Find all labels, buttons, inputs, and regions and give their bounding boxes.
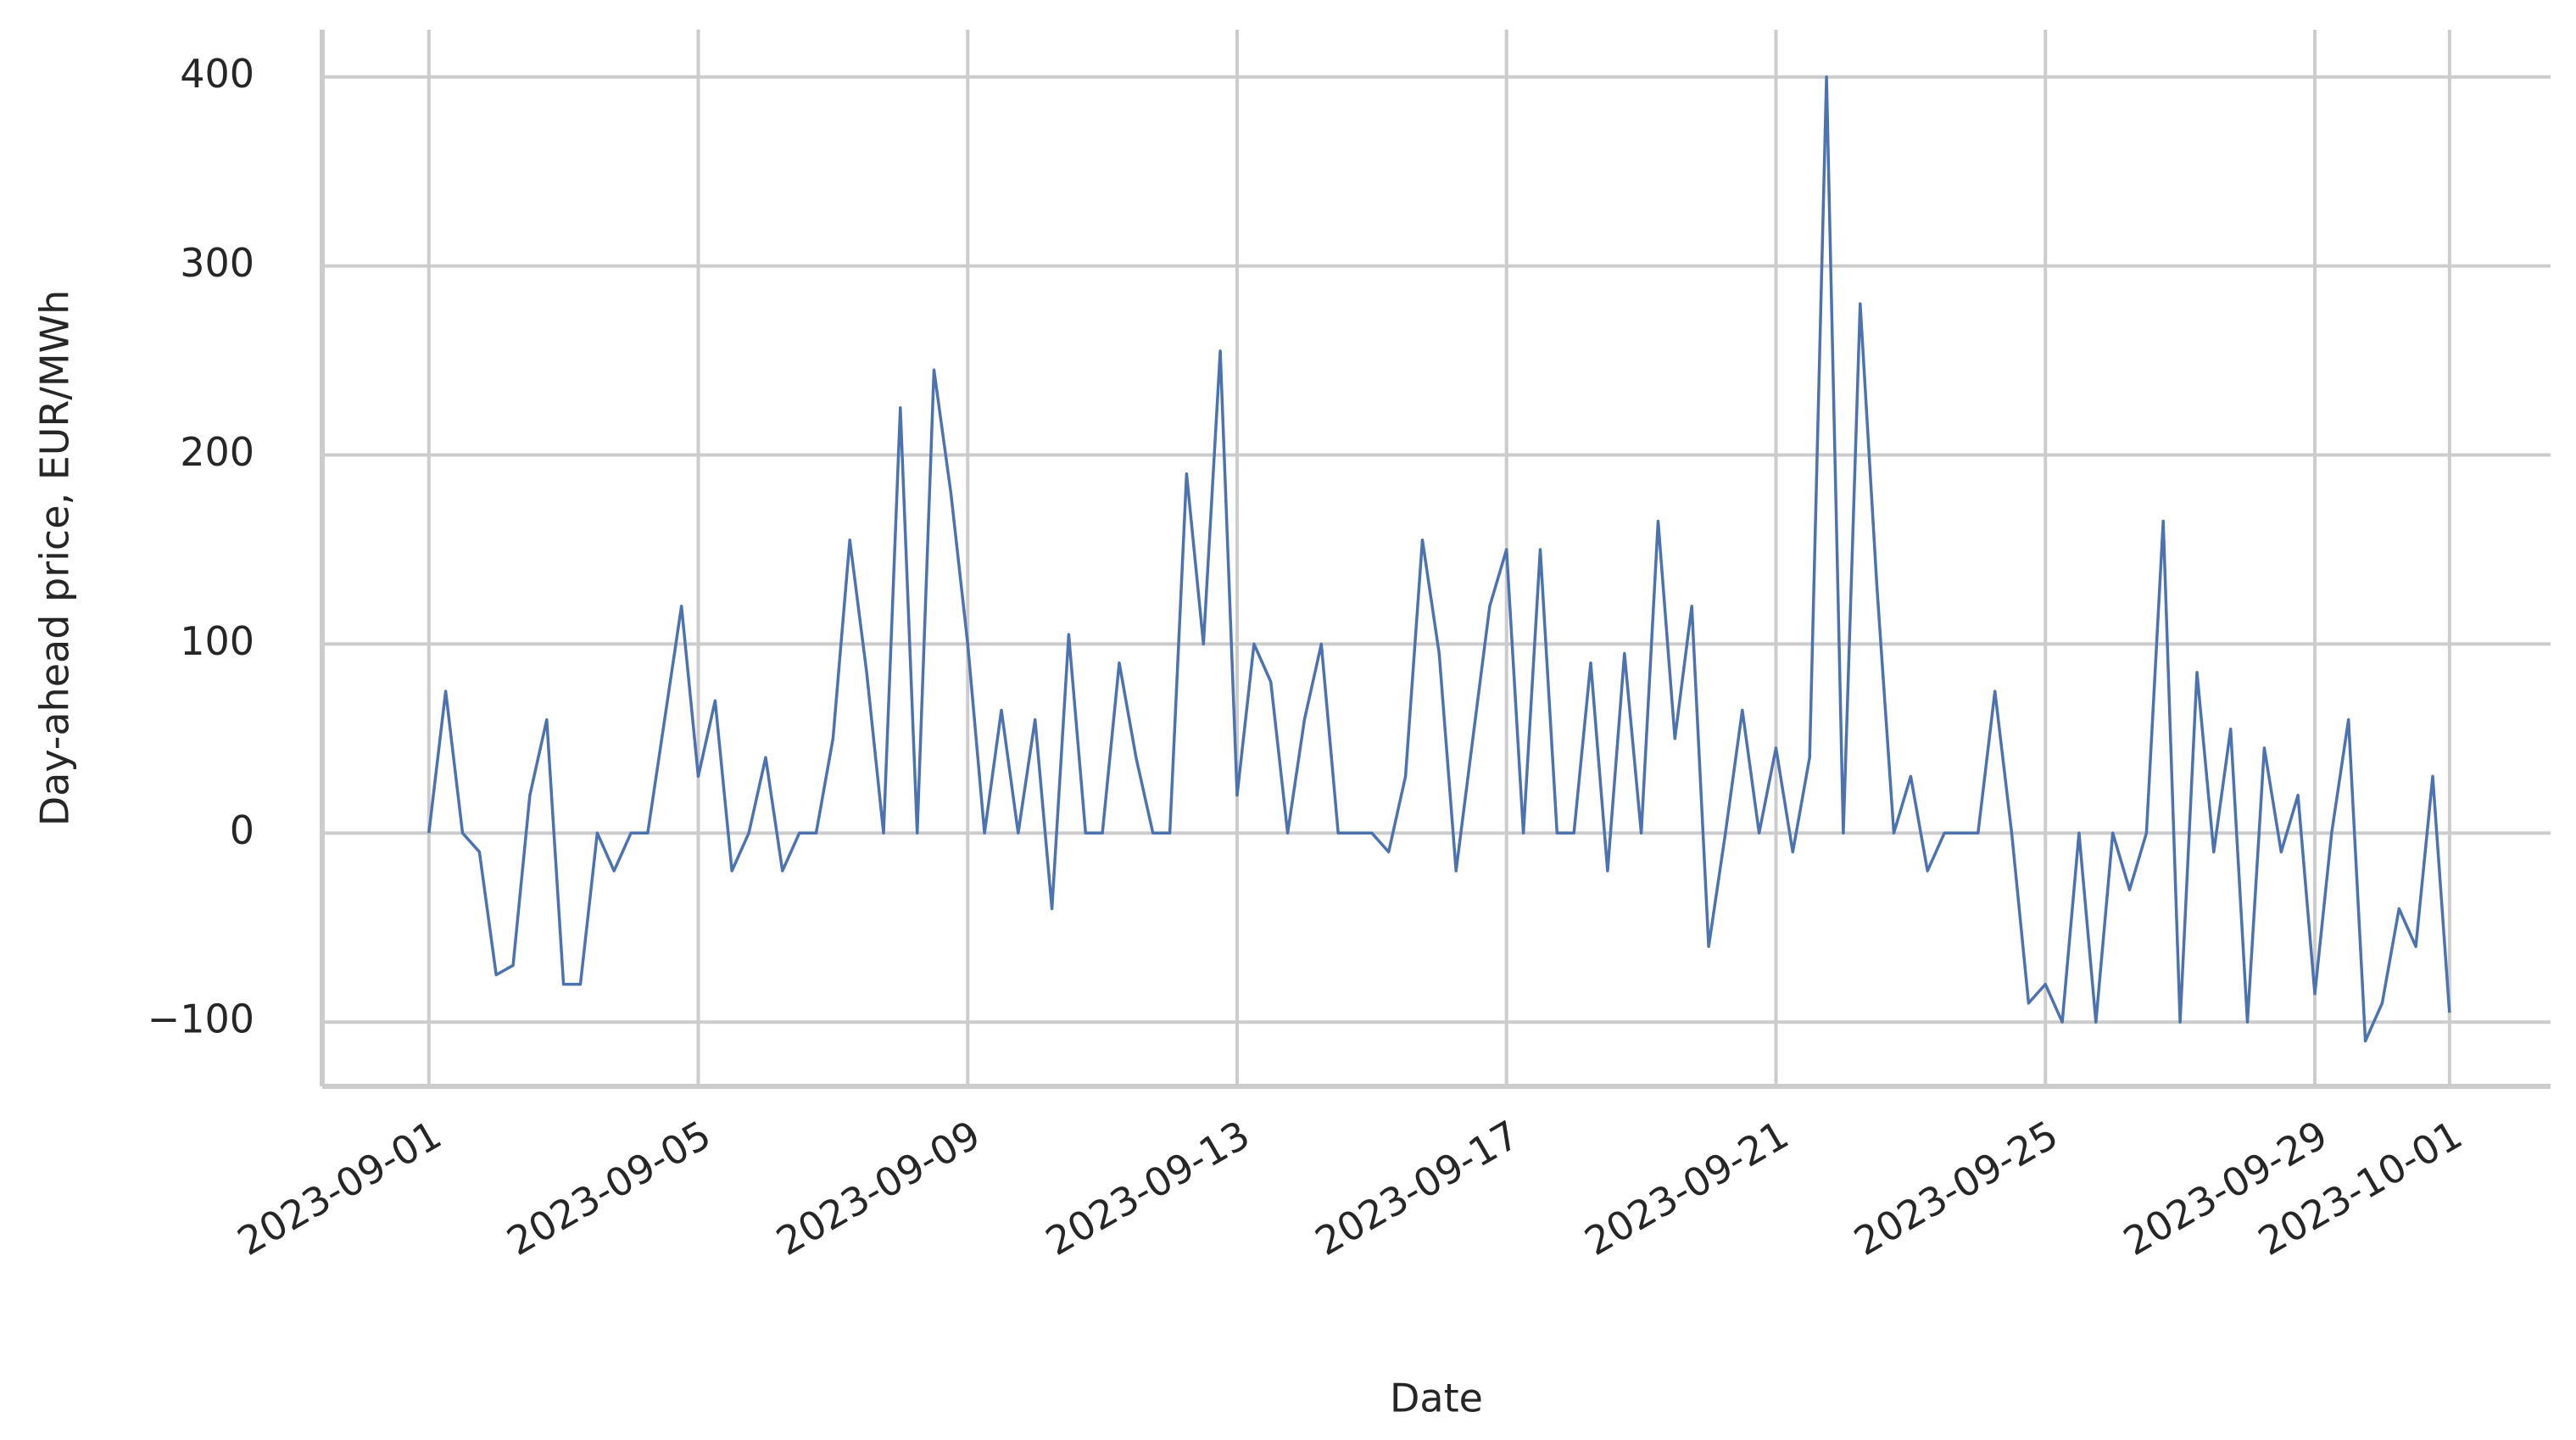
x-tick-label: 2023-09-21 [1577, 1112, 1797, 1264]
x-tick-label: 2023-09-17 [1308, 1112, 1527, 1264]
x-tick-label: 2023-09-25 [1846, 1112, 2066, 1264]
y-tick-label: 0 [230, 807, 254, 853]
y-tick-label: 300 [180, 240, 254, 286]
x-tick-label: 2023-09-05 [499, 1112, 719, 1264]
y-tick-label: −100 [148, 996, 254, 1042]
price-line [427, 75, 2451, 1043]
y-tick-label: 100 [180, 618, 254, 664]
y-tick-label: 400 [180, 51, 254, 97]
x-tick-label: 2023-09-01 [230, 1112, 449, 1264]
x-tick-label: 2023-09-09 [768, 1112, 988, 1264]
y-axis-label: Day-ahead price, EUR/MWh [32, 290, 78, 827]
y-tick-label: 200 [180, 429, 254, 475]
x-tick-label: 2023-09-13 [1038, 1112, 1257, 1264]
x-axis-label: Date [1390, 1376, 1483, 1421]
